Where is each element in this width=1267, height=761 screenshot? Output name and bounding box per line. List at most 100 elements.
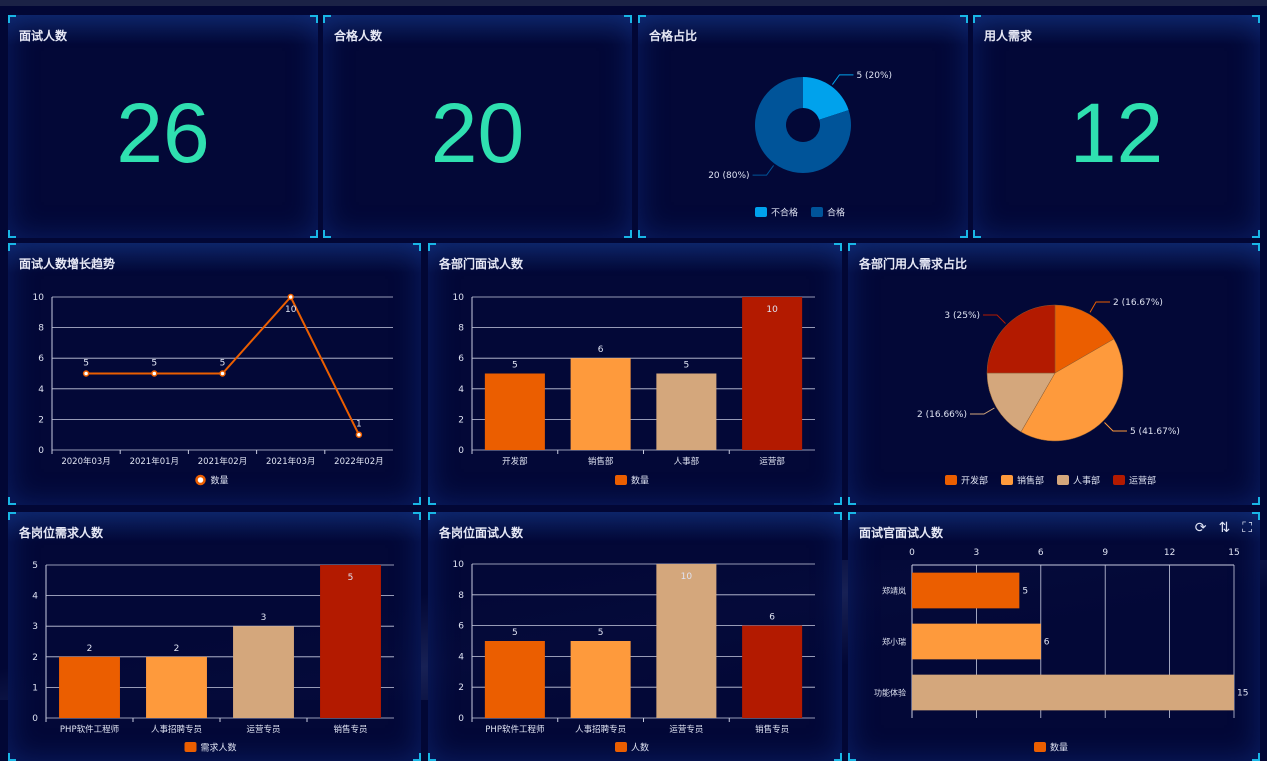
data-label: 2 (174, 644, 180, 654)
panel-corner-decoration (638, 15, 646, 23)
legend-label: 开发部 (961, 475, 988, 487)
category-label: 2021年02月 (198, 456, 247, 467)
legend-marker (1034, 742, 1046, 752)
panel-corner-decoration (413, 753, 421, 761)
legend-label: 需求人数 (201, 742, 237, 754)
panel-corner-decoration (973, 230, 981, 238)
panel-corner-decoration (428, 512, 436, 520)
bar (320, 565, 381, 718)
panel-title: 用人需求 (984, 29, 1033, 43)
category-label: 运营部 (759, 456, 785, 467)
data-label: 10 (766, 305, 778, 315)
legend-marker (945, 475, 957, 485)
panel-corner-decoration (310, 15, 318, 23)
panel-corner-decoration (323, 15, 331, 23)
bar (912, 572, 1020, 609)
panel-corner-decoration (1252, 230, 1260, 238)
tick-label: 3 (974, 548, 980, 558)
panel-corner-decoration (1252, 512, 1260, 520)
bar (742, 625, 803, 718)
panel-corner-decoration (1252, 15, 1260, 23)
data-label: 6 (598, 345, 604, 355)
legend-marker (1057, 475, 1069, 485)
panel-corner-decoration (834, 753, 842, 761)
legend-label: 合格 (827, 207, 845, 219)
legend-label: 运营部 (1129, 475, 1156, 487)
tick-label: 8 (458, 591, 464, 601)
category-label: 郑靖岚 (882, 586, 906, 596)
panel-title: 各岗位面试人数 (439, 526, 524, 540)
legend-label: 人数 (631, 742, 649, 754)
data-label: 2 (16.67%) (1113, 298, 1163, 308)
category-label: PHP软件工程师 (485, 724, 545, 735)
tick-label: 10 (33, 293, 45, 303)
trend-panel: 0 2 4 6 8 10 2020年03月 2021年01月 2021年02月 2021年03月 2… (8, 243, 421, 505)
tick-label: 6 (458, 354, 464, 364)
data-label: 5 (220, 359, 226, 369)
panel-title: 合格占比 (649, 29, 698, 43)
category-label: 2020年03月 (61, 456, 110, 467)
legend-label: 数量 (631, 475, 649, 487)
data-label: 5 (348, 573, 354, 583)
panel-corner-decoration (960, 15, 968, 23)
data-label: 2 (87, 644, 93, 654)
panel-title: 各部门面试人数 (439, 257, 524, 271)
kpi-value: 20 (430, 86, 525, 180)
tick-label: 4 (458, 385, 464, 395)
tick-label: 2 (458, 683, 464, 693)
data-label: 5 (598, 628, 604, 638)
tick-label: 3 (32, 622, 38, 632)
tick-label: 1 (32, 683, 38, 693)
category-label: 开发部 (502, 456, 528, 467)
panel-corner-decoration (848, 497, 856, 505)
legend-label: 不合格 (771, 207, 798, 219)
legend-marker (184, 742, 197, 752)
interviewer-panel: 0 3 6 9 12 15 5 郑靖岚 6 郑小瑞 15 功能体验 数量 面试官面试人数 ⟳ ⇅ ⛶ (848, 512, 1260, 761)
category-label: 郑小瑞 (882, 637, 906, 647)
panel-title: 面试人数 (19, 29, 68, 43)
sort-icon[interactable]: ⇅ (1218, 520, 1231, 536)
label-line (752, 165, 775, 176)
data-label: 6 (1044, 638, 1050, 648)
post-interview-chart: 0 2 4 6 8 10 PHP软件工程师 人事招聘专员 运营专员 销售专员 5 5 10 6 人数 (453, 560, 815, 754)
panel-corner-decoration (428, 497, 436, 505)
tick-label: 6 (38, 354, 44, 364)
panel-corner-decoration (8, 243, 16, 251)
panel-corner-decoration (8, 497, 16, 505)
legend-label: 数量 (1050, 742, 1068, 754)
panel-corner-decoration (848, 753, 856, 761)
legend-marker (755, 207, 767, 217)
label-line (983, 314, 1006, 324)
pie-slice (1054, 304, 1115, 374)
bar (742, 297, 803, 450)
bar (59, 656, 120, 718)
data-label: 5 (1022, 587, 1028, 597)
kpi-demand: 用人需求 12 (973, 15, 1260, 238)
panel-corner-decoration (1252, 243, 1260, 251)
fullscreen-icon[interactable]: ⛶ (1242, 520, 1252, 536)
bar (146, 656, 207, 718)
refresh-icon[interactable]: ⟳ (1194, 520, 1207, 536)
legend-marker (615, 475, 627, 485)
category-label: 销售专员 (333, 724, 367, 735)
data-label: 10 (285, 305, 297, 315)
panel-corner-decoration (834, 497, 842, 505)
label-line (1104, 422, 1127, 432)
panel-corner-decoration (8, 753, 16, 761)
panel-title: 合格人数 (334, 29, 383, 43)
kpi-value: 26 (116, 86, 210, 180)
tick-label: 6 (1038, 548, 1044, 558)
panel-corner-decoration (428, 753, 436, 761)
panel-corner-decoration (8, 230, 16, 238)
legend-marker (615, 742, 627, 752)
tick-label: 4 (38, 385, 44, 395)
legend-label: 数量 (211, 475, 229, 487)
legend-label: 人事部 (1073, 475, 1100, 487)
data-label: 5 (151, 359, 157, 369)
pass-ratio-chart: 5 (20%) 20 (80%) 不合格 合格 (708, 71, 892, 219)
pie-slice (1020, 338, 1124, 442)
tick-label: 15 (1228, 548, 1239, 558)
legend-label: 销售部 (1017, 475, 1044, 487)
panel-corner-decoration (973, 15, 981, 23)
bar (484, 641, 545, 718)
